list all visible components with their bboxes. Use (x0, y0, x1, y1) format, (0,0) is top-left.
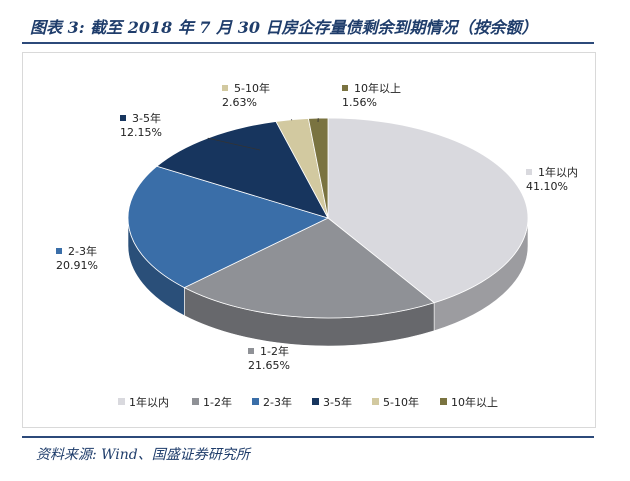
pie-slice-1 (183, 217, 435, 319)
legend-swatch-2 (252, 398, 259, 405)
label-category-2: 2-3年 (68, 244, 97, 258)
legend-item-4: 5-10年 (383, 395, 419, 409)
source-note: 资料来源: Wind、国盛证券研究所 (36, 447, 250, 463)
source-rule (22, 436, 594, 438)
pie-slice-0 (327, 117, 529, 304)
label-swatch-3 (120, 115, 126, 121)
legend-swatch-3 (312, 398, 319, 405)
legend-item-1: 1-2年 (203, 395, 232, 409)
label-category-4: 5-10年 (234, 81, 270, 95)
label-category-1: 1-2年 (260, 344, 289, 358)
label-swatch-5 (342, 85, 348, 91)
legend-item-2: 2-3年 (263, 395, 292, 409)
label-value-1: 21.65% (248, 359, 290, 372)
title-rule (22, 42, 594, 44)
label-swatch-4 (222, 85, 228, 91)
legend-item-0: 1年以内 (129, 395, 169, 409)
label-value-4: 2.63% (222, 96, 257, 109)
label-swatch-0 (526, 169, 532, 175)
label-value-0: 41.10% (526, 180, 568, 193)
figure-title: 图表 3: 截至 2018 年 7 月 30 日房企存量债剩余到期情况（按余额） (30, 18, 538, 37)
legend-swatch-5 (440, 398, 447, 405)
legend-item-5: 10年以上 (451, 395, 498, 409)
label-category-3: 3-5年 (132, 111, 161, 125)
label-category-0: 1年以内 (538, 165, 578, 179)
legend-swatch-1 (192, 398, 199, 405)
chart-frame (22, 52, 596, 428)
legend-item-3: 3-5年 (323, 395, 352, 409)
label-swatch-1 (248, 348, 254, 354)
label-value-3: 12.15% (120, 126, 162, 139)
leader-line-3 (207, 137, 261, 151)
label-value-2: 20.91% (56, 259, 98, 272)
legend-swatch-0 (118, 398, 125, 405)
label-value-5: 1.56% (342, 96, 377, 109)
pie-slice-2 (127, 165, 330, 289)
legend-swatch-4 (372, 398, 379, 405)
label-swatch-2 (56, 248, 62, 254)
label-category-5: 10年以上 (354, 81, 401, 95)
